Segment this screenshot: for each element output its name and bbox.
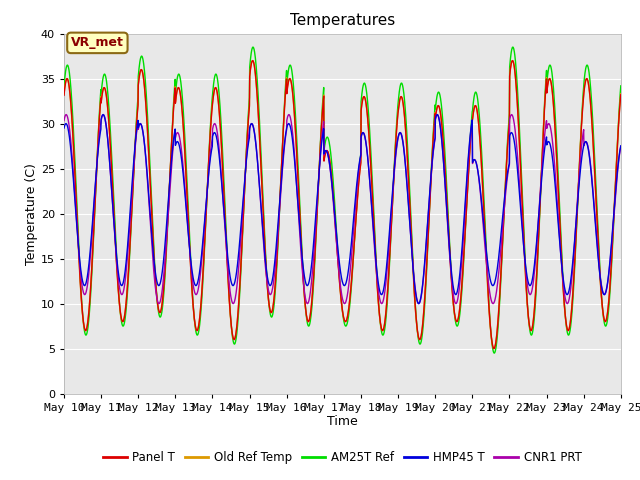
X-axis label: Time: Time	[327, 415, 358, 429]
Title: Temperatures: Temperatures	[290, 13, 395, 28]
Text: VR_met: VR_met	[71, 36, 124, 49]
Legend: Panel T, Old Ref Temp, AM25T Ref, HMP45 T, CNR1 PRT: Panel T, Old Ref Temp, AM25T Ref, HMP45 …	[98, 446, 587, 469]
Y-axis label: Temperature (C): Temperature (C)	[25, 163, 38, 264]
